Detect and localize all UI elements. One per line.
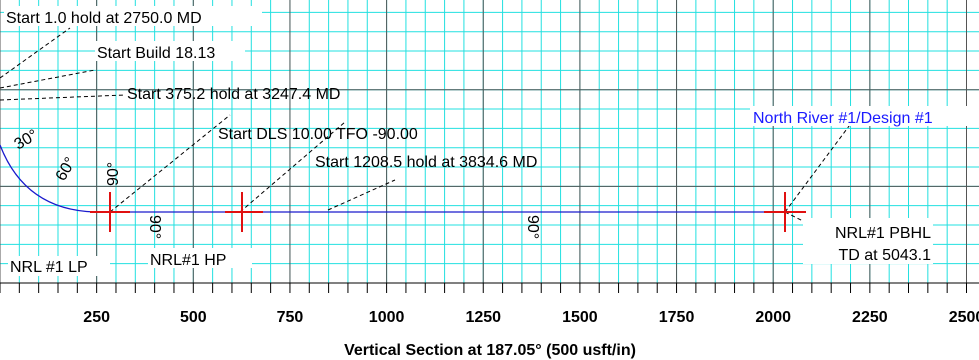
well-path xyxy=(0,144,800,213)
inclination-90-c: 90° xyxy=(524,215,541,239)
x-tick-label: 1500 xyxy=(562,309,598,326)
target-hp-marker xyxy=(225,192,263,232)
label-start-hold-2750: Start 1.0 hold at 2750.0 MD xyxy=(6,10,202,27)
target-lp-label: NRL #1 LP xyxy=(10,259,88,276)
target-lp-marker xyxy=(90,192,130,232)
x-tick-label: 750 xyxy=(277,309,304,326)
leader-start-1208 xyxy=(327,179,396,211)
target-pbhl-marker xyxy=(764,192,806,232)
x-axis-title: Vertical Section at 187.05° (500 usft/in… xyxy=(344,342,636,359)
build-curve xyxy=(0,144,96,213)
target-pbhl-label: NRL#1 PBHL xyxy=(835,225,931,242)
leader-lp xyxy=(109,114,231,213)
leader-design xyxy=(784,117,856,213)
x-tick-label: 250 xyxy=(83,309,110,326)
annotation-labels: Start 1.0 hold at 2750.0 MD Start Build … xyxy=(4,6,979,276)
x-tick-label: 1250 xyxy=(465,309,501,326)
label-start-dls: Start DLS 10.00 TFO -90.00 xyxy=(218,126,418,143)
leader-hp xyxy=(239,121,346,213)
label-start-1208-hold: Start 1208.5 hold at 3834.6 MD xyxy=(315,154,537,171)
inclination-90-a: 90° xyxy=(105,162,122,186)
x-axis: 250 500 750 1000 1250 1500 1750 2000 2250 2500 Ve… xyxy=(0,282,979,359)
target-markers xyxy=(90,192,806,232)
x-tick-label: 2250 xyxy=(852,309,888,326)
target-pbhl-td: TD at 5043.1 xyxy=(839,247,932,264)
target-hp-label: NRL#1 HP xyxy=(150,252,226,269)
annotation-leaders xyxy=(0,27,856,223)
x-axis-tick-labels: 250 500 750 1000 1250 1500 1750 2000 2250 2500 xyxy=(83,309,979,326)
x-tick-label: 2500 xyxy=(949,309,979,326)
inclination-60: 60° xyxy=(53,155,80,184)
x-tick-label: 1000 xyxy=(369,309,405,326)
leader-start-build xyxy=(0,69,96,89)
x-axis-ticks xyxy=(0,283,967,293)
leader-start-hold-2750 xyxy=(0,27,71,79)
leader-start-375-hold xyxy=(0,94,126,101)
inclination-90-b: 90° xyxy=(146,215,163,239)
x-tick-label: 1750 xyxy=(659,309,695,326)
label-start-build: Start Build 18.13 xyxy=(97,45,215,62)
label-start-375-hold: Start 375.2 hold at 3247.4 MD xyxy=(127,86,340,103)
inclination-30: 30° xyxy=(12,127,41,154)
design-label: North River #1/Design #1 xyxy=(753,110,933,127)
x-tick-label: 2000 xyxy=(755,309,791,326)
leader-pbhl xyxy=(784,211,806,223)
x-tick-label: 500 xyxy=(180,309,207,326)
